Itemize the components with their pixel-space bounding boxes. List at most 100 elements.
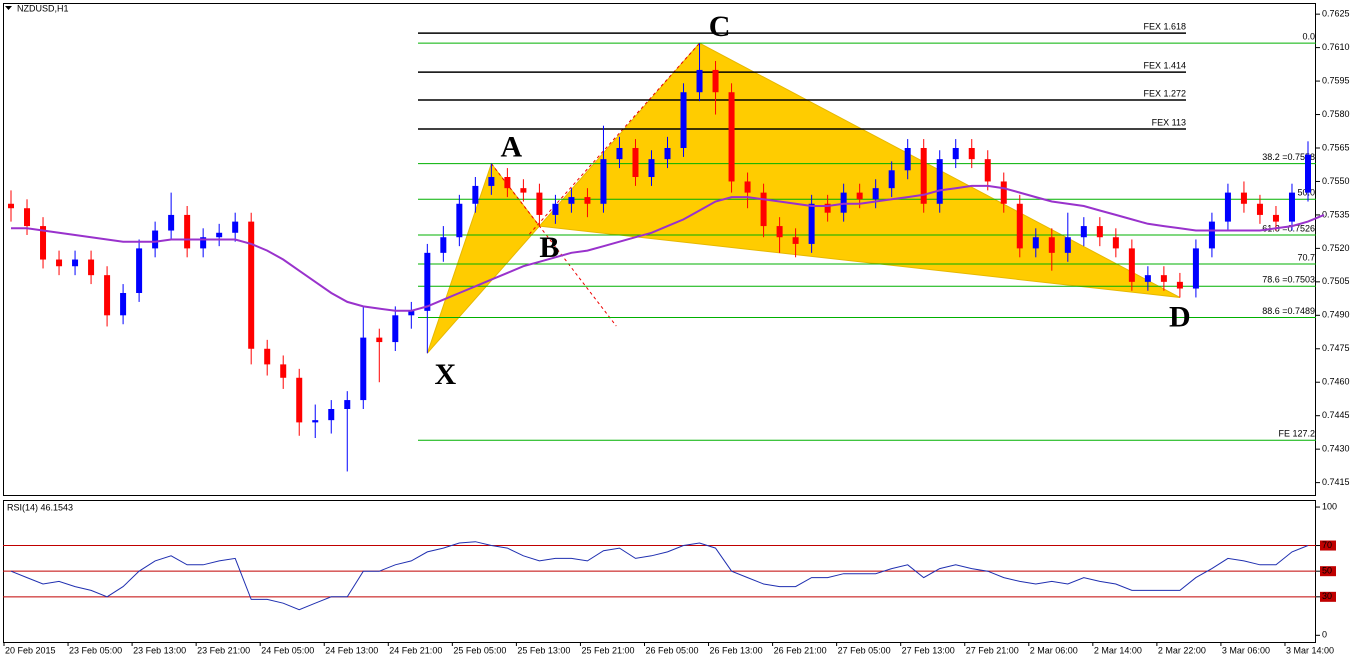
menu-icon[interactable] bbox=[5, 6, 12, 10]
candle-body bbox=[504, 177, 511, 189]
candle-body bbox=[984, 159, 991, 182]
candle-body bbox=[952, 148, 959, 160]
pattern-label: D bbox=[1169, 300, 1191, 333]
candle-body bbox=[872, 188, 879, 200]
candle-body bbox=[184, 214, 191, 249]
rsi-tick-box bbox=[1320, 540, 1336, 551]
candle-body bbox=[1224, 192, 1231, 222]
y-tick-label: 0.7475 bbox=[1322, 343, 1350, 353]
candle-body bbox=[1304, 154, 1311, 193]
rsi-tick-box bbox=[1320, 591, 1336, 602]
x-tick-label: 25 Feb 21:00 bbox=[581, 645, 634, 655]
price-panel bbox=[3, 3, 1316, 496]
x-tick-label: 26 Feb 13:00 bbox=[710, 645, 763, 655]
candle-body bbox=[136, 248, 143, 293]
rsi-tick-box bbox=[1320, 566, 1336, 577]
x-tick-label: 26 Feb 05:00 bbox=[645, 645, 698, 655]
fib-label: 50.0 bbox=[1297, 188, 1315, 198]
candle-body bbox=[1208, 221, 1215, 249]
rsi-line bbox=[10, 541, 1309, 611]
candle-body bbox=[1064, 237, 1071, 253]
candle-body bbox=[968, 148, 975, 160]
candle-body bbox=[296, 377, 303, 423]
candle-body bbox=[1144, 275, 1151, 282]
x-tick-label: 27 Feb 05:00 bbox=[838, 645, 891, 655]
candle-body bbox=[376, 337, 383, 343]
x-tick-label: 24 Feb 13:00 bbox=[325, 645, 378, 655]
y-tick-label: 0.7490 bbox=[1322, 310, 1350, 320]
fib-label: FE 127.2 bbox=[1278, 429, 1315, 439]
x-tick-label: 3 Mar 14:00 bbox=[1286, 645, 1334, 655]
fib-label: 61.8 =0.7526 bbox=[1262, 223, 1315, 233]
candle-body bbox=[1256, 203, 1263, 215]
candle-body bbox=[408, 310, 415, 316]
y-tick-label: 0.7460 bbox=[1322, 377, 1350, 387]
fib-label: 88.6 =0.7489 bbox=[1262, 306, 1315, 316]
candle-body bbox=[152, 230, 159, 249]
rsi-tick-label: 100 bbox=[1322, 501, 1337, 511]
fib-label: 78.6 =0.7503 bbox=[1262, 275, 1315, 285]
candle-body bbox=[856, 192, 863, 200]
candle-body bbox=[488, 177, 495, 186]
y-tick-label: 0.7415 bbox=[1322, 477, 1350, 487]
candle-body bbox=[24, 208, 31, 227]
y-tick-label: 0.7505 bbox=[1322, 276, 1350, 286]
x-tick-label: 27 Feb 13:00 bbox=[902, 645, 955, 655]
x-tick-label: 27 Feb 21:00 bbox=[966, 645, 1019, 655]
candle-body bbox=[616, 148, 623, 160]
pattern-label: C bbox=[709, 10, 731, 43]
candle-body bbox=[1000, 181, 1007, 204]
y-tick-label: 0.7625 bbox=[1322, 9, 1350, 19]
candle-body bbox=[920, 148, 927, 204]
x-tick-label: 2 Mar 22:00 bbox=[1158, 645, 1206, 655]
rsi-title: RSI(14) 46.1543 bbox=[7, 502, 73, 512]
candle-body bbox=[568, 197, 575, 204]
x-tick-label: 23 Feb 13:00 bbox=[133, 645, 186, 655]
candle-body bbox=[584, 197, 591, 204]
candle-body bbox=[328, 409, 335, 421]
candle-body bbox=[1176, 281, 1183, 289]
candle-body bbox=[936, 159, 943, 204]
rsi-tick-label: 30 bbox=[1322, 591, 1332, 601]
candle-body bbox=[1160, 275, 1167, 282]
candle-body bbox=[1032, 237, 1039, 249]
candle-body bbox=[888, 170, 895, 189]
candle-body bbox=[680, 92, 687, 148]
candle-body bbox=[1048, 237, 1055, 253]
candle-body bbox=[264, 348, 271, 365]
y-tick-label: 0.7565 bbox=[1322, 142, 1350, 152]
y-tick-label: 0.7430 bbox=[1322, 444, 1350, 454]
rsi-tick-label: 50 bbox=[1322, 566, 1332, 576]
candle-body bbox=[1192, 248, 1199, 289]
x-tick-label: 23 Feb 21:00 bbox=[197, 645, 250, 655]
y-tick-label: 0.7610 bbox=[1322, 42, 1350, 52]
candle-body bbox=[440, 237, 447, 253]
overlay-layer: 0.7415 0.7430 0.7445 0.7460 0.7475 0.7490 0.75… bbox=[3, 9, 1350, 655]
pattern-triangle bbox=[426, 162, 541, 354]
candle-body bbox=[312, 420, 319, 423]
candle-body bbox=[472, 185, 479, 204]
x-tick-label: 23 Feb 05:00 bbox=[69, 645, 122, 655]
candle-body bbox=[1128, 248, 1135, 282]
candle-body bbox=[696, 69, 703, 93]
level-layer: 0.0 38.2 =0.7558 50.0 61.8 =0.7526 70.7 78.6 … bbox=[3, 21, 1316, 598]
pattern-projection bbox=[529, 42, 700, 235]
candle-body bbox=[792, 237, 799, 244]
candle-body bbox=[40, 226, 47, 260]
candle-body bbox=[456, 203, 463, 238]
candle-body bbox=[1272, 214, 1279, 222]
candle-body bbox=[648, 159, 655, 177]
x-tick-label: 3 Mar 06:00 bbox=[1222, 645, 1270, 655]
candle-body bbox=[840, 192, 847, 213]
chart-title: NZDUSD,H1 bbox=[17, 3, 69, 13]
candle-body bbox=[344, 400, 351, 409]
pattern-label: X bbox=[434, 358, 456, 391]
rsi-tick-label: 0 bbox=[1322, 630, 1327, 640]
pattern-label: A bbox=[501, 131, 523, 164]
candle-body bbox=[808, 203, 815, 244]
pattern-projection bbox=[490, 163, 617, 327]
fex-label: FEX 1.414 bbox=[1143, 61, 1186, 71]
y-tick-label: 0.7520 bbox=[1322, 243, 1350, 253]
candle-body bbox=[72, 259, 79, 267]
candle-body bbox=[1016, 203, 1023, 249]
